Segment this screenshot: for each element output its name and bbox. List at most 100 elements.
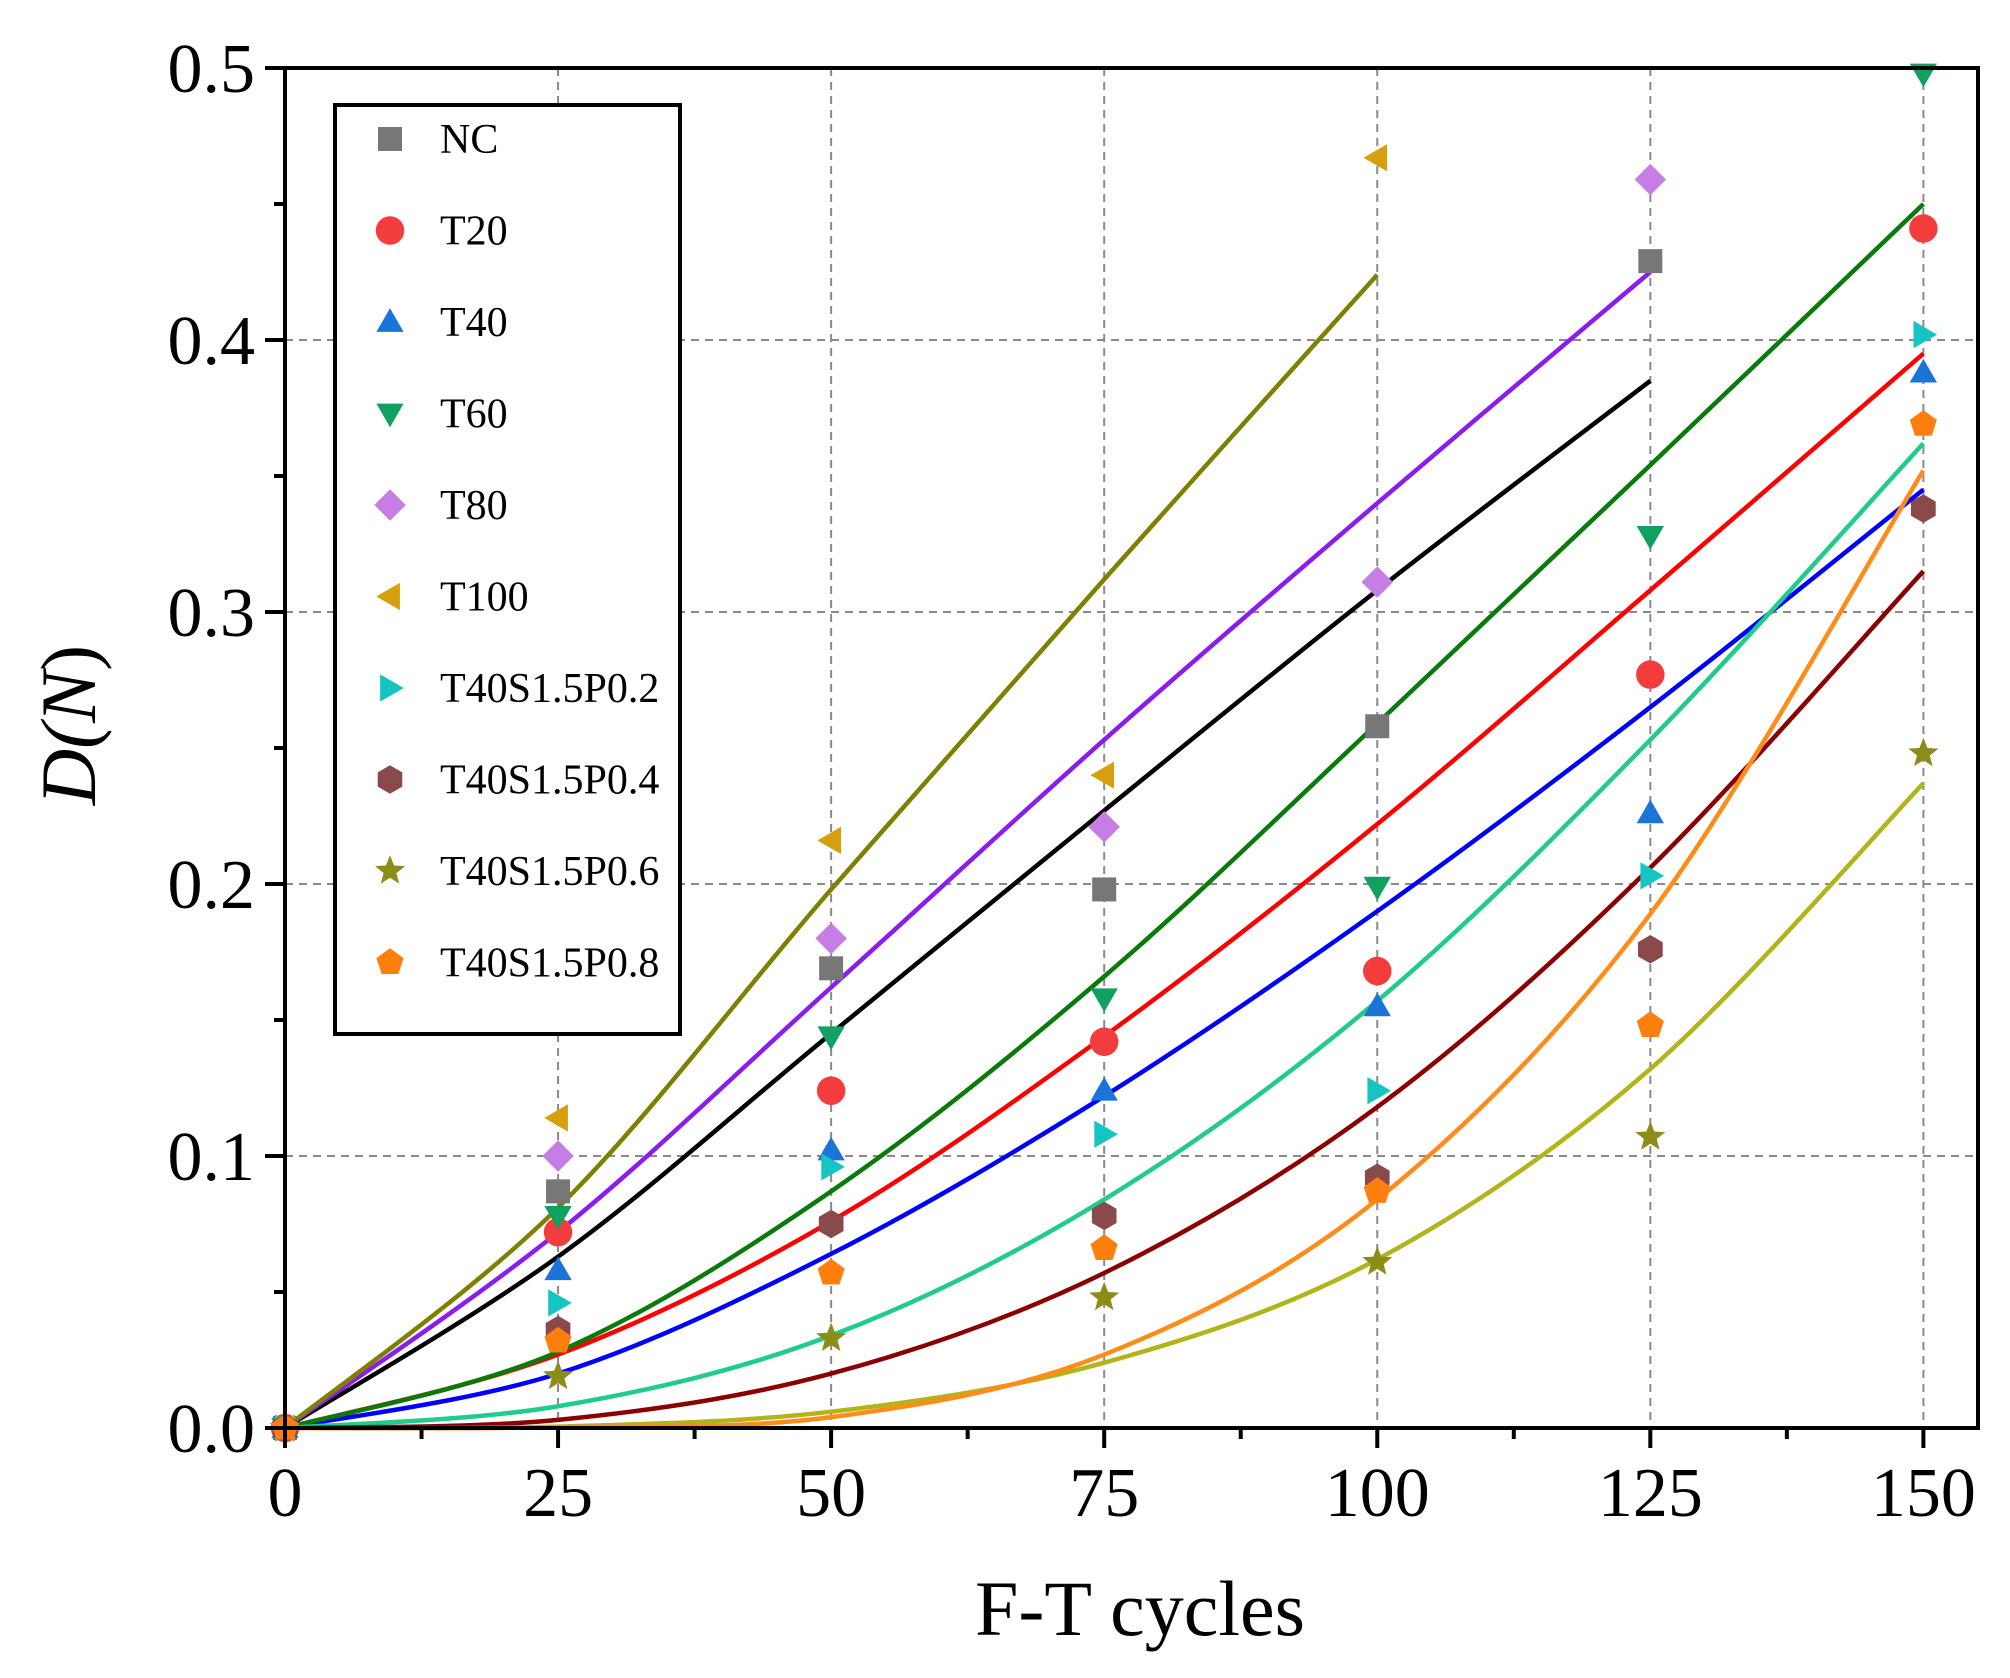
legend-marker-T40S1.5P0.4: [377, 765, 403, 794]
data-point-T20: [1636, 660, 1665, 689]
axes: 0 25 50 75 100 125 150 0.0 0.1 0.2 0.3 0.4 0.5: [168, 31, 1980, 1532]
x-tick-label: 0: [268, 1455, 303, 1532]
data-point-NC: [1092, 877, 1117, 902]
data-point-NC: [546, 1179, 571, 1204]
data-point-T40: [817, 1136, 845, 1161]
legend-marker-T40S1.5P0.8: [376, 948, 404, 974]
data-point-T80: [1361, 566, 1393, 598]
data-point-T40S1.5P0.8: [817, 1258, 845, 1285]
data-point-T40S1.5P0.6: [543, 1360, 573, 1390]
data-point-T40S1.5P0.6: [1635, 1121, 1666, 1150]
data-point-T60: [1363, 876, 1391, 901]
y-tick-label: 0.5: [168, 31, 256, 108]
legend: NC T20 T40 T60 T80 T100 T40S1.5P0.2 T40S1.5P0.4…: [333, 103, 682, 1036]
fit-line-T20: [284, 351, 1925, 1431]
data-point-T60: [1090, 988, 1118, 1012]
legend-label-T40S1.5P0.8: T40S1.5P0.8: [440, 941, 659, 987]
legend-label-T60: T60: [440, 392, 508, 438]
data-point-T40S1.5P0.4: [1638, 935, 1663, 964]
x-tick-label: 25: [523, 1455, 593, 1532]
legend-marker-T40S1.5P0.6: [375, 855, 405, 884]
legend-marker-T20: [375, 216, 405, 245]
legend-marker-T80: [374, 489, 406, 521]
legend-label-NC: NC: [440, 117, 498, 163]
legend-label-T40S1.5P0.2: T40S1.5P0.2: [440, 666, 659, 712]
data-point-T40S1.5P0.4: [1911, 494, 1936, 523]
data-point-T40S1.5P0.2: [1640, 862, 1665, 890]
data-point-T20: [1909, 214, 1938, 243]
data-point-T40: [544, 1256, 572, 1281]
y-axis-title-suffix: ): [25, 645, 112, 671]
data-point-T40S1.5P0.2: [548, 1289, 572, 1317]
data-point-T100: [1090, 761, 1115, 789]
data-point-T20: [1089, 1027, 1119, 1057]
data-point-T40S1.5P0.8: [1090, 1234, 1118, 1260]
legend-label-T100: T100: [440, 575, 529, 621]
data-point-T40: [1636, 799, 1664, 824]
fit-lines: [283, 202, 1926, 1431]
data-point-T80: [542, 1140, 574, 1172]
data-point-T40S1.5P0.4: [1091, 1201, 1117, 1231]
legend-label-T40: T40: [440, 300, 508, 346]
legend-label-T40S1.5P0.4: T40S1.5P0.4: [440, 758, 659, 804]
data-point-T40: [1363, 992, 1391, 1017]
data-point-T100: [817, 826, 841, 855]
data-point-T40S1.5P0.6: [1362, 1246, 1393, 1275]
x-tick-label: 50: [796, 1455, 866, 1532]
data-point-T20: [816, 1076, 846, 1105]
data-point-T40: [1909, 358, 1937, 383]
data-point-T100: [544, 1104, 568, 1132]
data-point-T100: [1363, 144, 1388, 172]
data-point-T60: [817, 1026, 845, 1051]
y-tick-label: 0.1: [168, 1119, 256, 1196]
y-axis-title-prefix: D(: [25, 719, 112, 806]
data-point-T80: [1088, 811, 1120, 843]
y-tick-label: 0.3: [168, 575, 256, 652]
y-tick-label: 0.2: [168, 847, 256, 924]
fit-line-T40S1.5P0.2: [284, 441, 1926, 1431]
fit-line-T60: [284, 202, 1925, 1431]
data-point-NC: [1365, 714, 1390, 739]
data-point-T40S1.5P0.4: [818, 1209, 844, 1239]
data-point-T40S1.5P0.6: [1089, 1281, 1120, 1311]
fit-line-NC: [283, 379, 1652, 1430]
x-axis-title: F-T cycles: [975, 1565, 1305, 1652]
data-point-T40S1.5P0.6: [1908, 737, 1939, 767]
data-point-NC: [1638, 249, 1663, 274]
legend-marker-T100: [376, 582, 400, 611]
y-tick-label: 0.0: [168, 1391, 256, 1468]
x-tick-label: 75: [1069, 1455, 1139, 1532]
data-point-T60: [1636, 526, 1664, 550]
fit-line-T40S1.5P0.4: [284, 569, 1926, 1431]
legend-marker-T60: [376, 403, 404, 428]
data-point-T40S1.5P0.8: [544, 1326, 572, 1353]
data-point-T40: [1090, 1077, 1118, 1101]
data-point-T80: [815, 922, 847, 955]
legend-marker-NC: [378, 127, 402, 151]
data-point-T20: [543, 1217, 573, 1247]
y-axis-title-var: N: [25, 667, 112, 724]
data-point-T40S1.5P0.2: [1367, 1077, 1391, 1105]
legend-label-T20: T20: [440, 209, 508, 255]
x-tick-label: 125: [1598, 1455, 1703, 1532]
y-axis-title: D(N): [25, 645, 112, 806]
legend-label-T40S1.5P0.6: T40S1.5P0.6: [440, 849, 659, 895]
data-point-T40S1.5P0.2: [821, 1153, 845, 1181]
legend-marker-T40S1.5P0.2: [380, 674, 404, 702]
data-point-T40S1.5P0.8: [1636, 1011, 1664, 1037]
data-point-T40S1.5P0.2: [1094, 1120, 1118, 1148]
data-point-T20: [1363, 956, 1392, 986]
x-tick-label: 100: [1325, 1455, 1430, 1532]
data-point-T40S1.5P0.6: [816, 1322, 847, 1351]
data-point-T60: [544, 1206, 572, 1230]
legend-label-T80: T80: [440, 483, 508, 529]
x-tick-label: 150: [1871, 1455, 1976, 1532]
legend-marker-T40: [376, 308, 404, 332]
data-point-T40S1.5P0.8: [1363, 1177, 1391, 1203]
data-point-T40S1.5P0.8: [1909, 410, 1937, 436]
data-point-T40S1.5P0.2: [1913, 320, 1938, 349]
fit-line-T100: [283, 273, 1379, 1430]
data-point-NC: [819, 956, 844, 981]
